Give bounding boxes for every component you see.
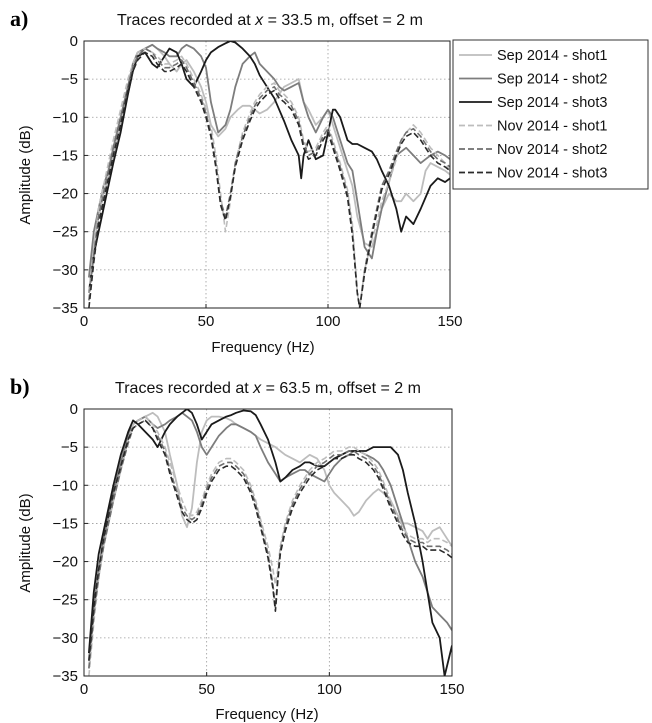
legend-entry: Nov 2014 - shot3 <box>497 166 607 182</box>
panel-b-ylabel: Amplitude (dB) <box>17 493 34 592</box>
series-line <box>88 409 452 676</box>
panel-a-grid <box>84 41 450 308</box>
xtick-label: 50 <box>198 313 215 330</box>
series-line <box>88 51 450 308</box>
ytick-label: 0 <box>70 401 78 418</box>
ytick-label: −35 <box>53 300 78 317</box>
ytick-label: −25 <box>53 224 78 241</box>
legend: Sep 2014 - shot1 Sep 2014 - shot2 Sep 2014… <box>452 39 649 190</box>
panel-b-title: Traces recorded at x = 63.5 m, offset = … <box>115 380 421 397</box>
panel-b-series <box>88 409 452 676</box>
xtick-label: 150 <box>439 681 464 698</box>
xtick-label: 150 <box>437 313 462 330</box>
legend-box <box>452 39 649 190</box>
ytick-label: −30 <box>53 630 78 647</box>
series-line <box>88 47 450 308</box>
panel-a-series <box>88 41 450 308</box>
ytick-label: −15 <box>53 515 78 532</box>
ytick-label: 0 <box>70 33 78 50</box>
panel-b-ticks: 0 50 100 150 0 −5 −10 −15 −20 −25 −30 −35 <box>53 401 465 698</box>
series-line <box>88 47 450 308</box>
panel-b-xlabel: Frequency (Hz) <box>215 706 318 723</box>
series-line <box>88 43 450 293</box>
panel-a-ylabel: Amplitude (dB) <box>17 125 34 224</box>
panel-a-title: Traces recorded at x = 33.5 m, offset = … <box>117 12 423 29</box>
ytick-label: −20 <box>53 554 78 571</box>
panel-a-label: a) <box>10 6 28 31</box>
legend-entry: Nov 2014 - shot1 <box>497 119 607 135</box>
ytick-label: −25 <box>53 592 78 609</box>
panel-a-xlabel: Frequency (Hz) <box>211 339 314 356</box>
ytick-label: −5 <box>61 439 78 456</box>
series-line <box>88 415 452 676</box>
series-line <box>88 419 452 661</box>
ytick-label: −5 <box>61 71 78 88</box>
panel-b-label: b) <box>10 374 30 399</box>
ytick-label: −15 <box>53 147 78 164</box>
ytick-label: −20 <box>53 186 78 203</box>
series-line <box>88 419 452 669</box>
ytick-label: −30 <box>53 262 78 279</box>
legend-entry: Sep 2014 - shot3 <box>497 95 607 111</box>
panel-b: b) Traces recorded at x = 63.5 m, offset… <box>10 374 465 723</box>
xtick-label: 100 <box>315 313 340 330</box>
xtick-label: 0 <box>80 313 88 330</box>
panel-a: a) Traces recorded at x = 33.5 m, offset… <box>10 6 649 356</box>
ytick-label: −10 <box>53 477 78 494</box>
xtick-label: 0 <box>80 681 88 698</box>
legend-entry: Nov 2014 - shot2 <box>497 142 607 158</box>
panel-b-axes <box>83 408 453 677</box>
legend-entry: Sep 2014 - shot1 <box>497 48 607 64</box>
ytick-label: −10 <box>53 109 78 126</box>
panel-a-axes <box>83 40 451 309</box>
xtick-label: 100 <box>317 681 342 698</box>
panel-b-grid <box>84 409 452 676</box>
series-line <box>88 411 452 669</box>
xtick-label: 50 <box>198 681 215 698</box>
panel-a-ticks: 0 50 100 150 0 −5 −10 −15 −20 −25 −30 −35 <box>53 33 463 330</box>
ytick-label: −35 <box>53 668 78 685</box>
legend-entry: Sep 2014 - shot2 <box>497 72 607 88</box>
